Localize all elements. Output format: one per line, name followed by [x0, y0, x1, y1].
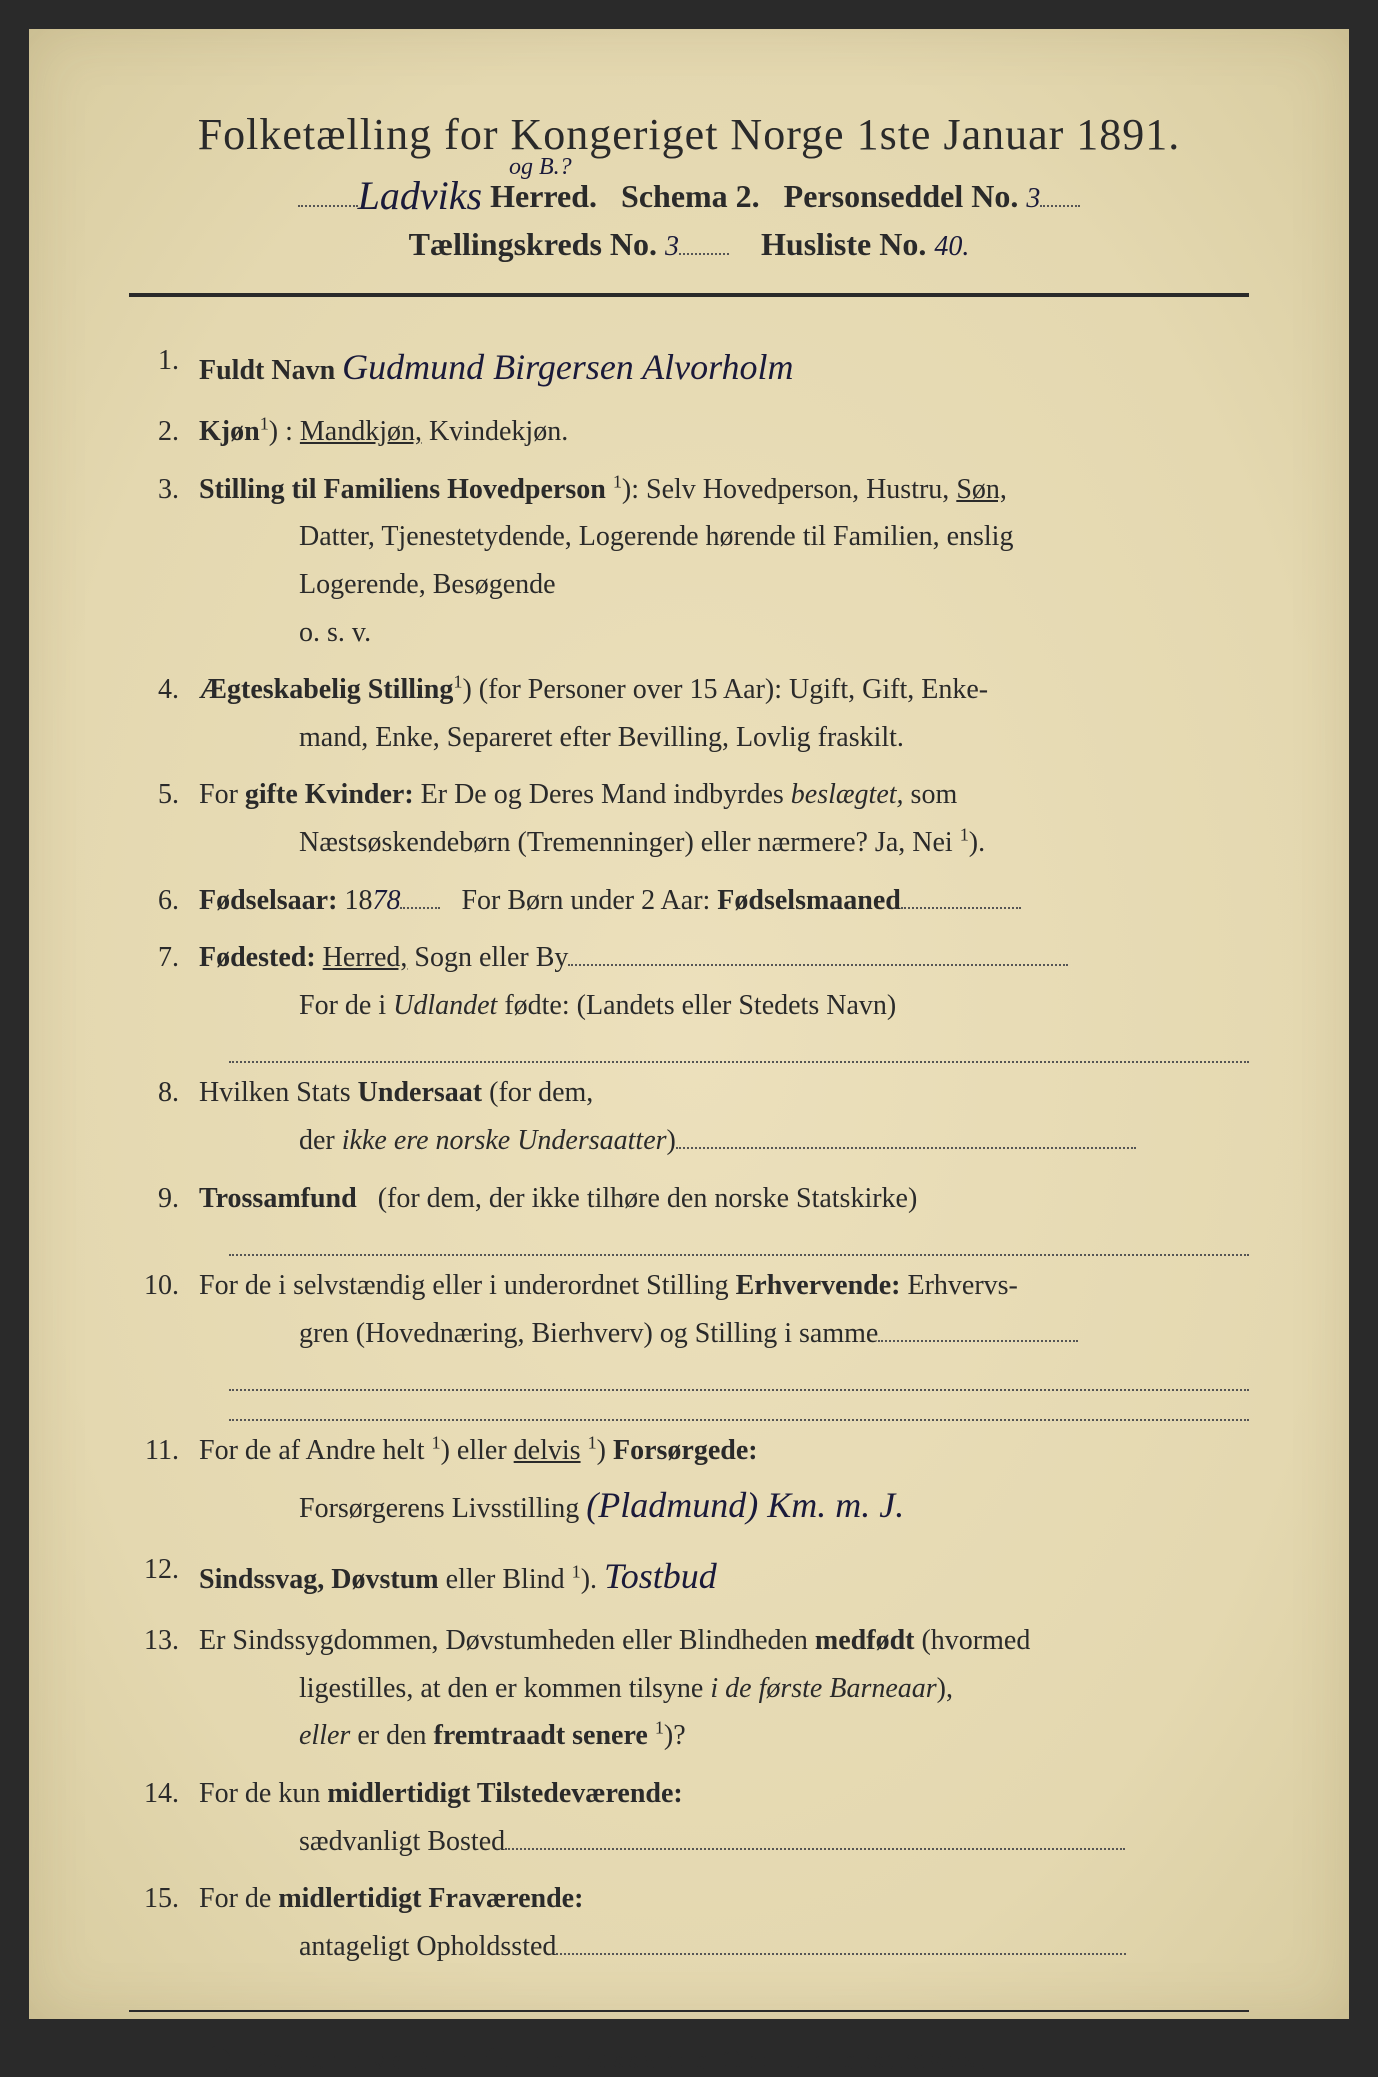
item-num: 13. [129, 1617, 199, 1760]
taellingskreds-label: Tællingskreds No. [409, 226, 657, 262]
underlined-mandkjon: Mandkjøn, [300, 416, 422, 447]
item-14: 14. For de kun midlertidigt Tilstedevære… [129, 1770, 1249, 1865]
item-content: Fuldt Navn Gudmund Birgersen Alvorholm [199, 337, 1249, 398]
item-num: 11. [129, 1427, 199, 1536]
herred-annotation: og B.? [509, 154, 572, 181]
husliste-label: Husliste No. [761, 226, 926, 262]
item-num: 5. [129, 771, 199, 866]
census-form-page: Folketælling for Kongeriget Norge 1ste J… [29, 29, 1349, 2019]
forsorger-handwritten: (Pladmund) Km. m. J. [586, 1485, 904, 1525]
header-line-2: Tællingskreds No. 3 Husliste No. 40. [129, 223, 1249, 263]
name-handwritten: Gudmund Birgersen Alvorholm [342, 347, 793, 387]
item-12: 12. Sindssvag, Døvstum eller Blind 1). T… [129, 1546, 1249, 1607]
item-content: Ægteskabelig Stilling1) (for Personer ov… [199, 666, 1249, 761]
item-1: 1. Fuldt Navn Gudmund Birgersen Alvorhol… [129, 337, 1249, 398]
item-5: 5. For gifte Kvinder: Er De og Deres Man… [129, 771, 1249, 866]
footer-divider [129, 2010, 1249, 2012]
item-content: Fødested: Herred, Sogn eller By For de i… [199, 934, 1249, 1029]
dotted-spacer [129, 1397, 1249, 1421]
herred-label: Herred. [490, 178, 597, 214]
item-num: 6. [129, 877, 199, 925]
item-num: 8. [129, 1069, 199, 1164]
item-3: 3. Stilling til Familiens Hovedperson 1)… [129, 466, 1249, 656]
item-4: 4. Ægteskabelig Stilling1) (for Personer… [129, 666, 1249, 761]
item-content: Trossamfund (for dem, der ikke tilhøre d… [199, 1175, 1249, 1223]
item-6: 6. Fødselsaar: 1878 For Børn under 2 Aar… [129, 877, 1249, 925]
item-num: 1. [129, 337, 199, 398]
header-line-1: og B.? Ladviks Herred. Schema 2. Persons… [129, 170, 1249, 217]
item-num: 4. [129, 666, 199, 761]
item-content: For de i selvstændig eller i underordnet… [199, 1262, 1249, 1357]
item-content: Er Sindssygdommen, Døvstumheden eller Bl… [199, 1617, 1249, 1760]
item-7: 7. Fødested: Herred, Sogn eller By For d… [129, 934, 1249, 1029]
item-11: 11. For de af Andre helt 1) eller delvis… [129, 1427, 1249, 1536]
dotted-spacer [129, 1367, 1249, 1391]
item12-handwritten: Tostbud [604, 1556, 717, 1596]
item-8: 8. Hvilken Stats Undersaat (for dem, der… [129, 1069, 1249, 1164]
dotted-spacer [129, 1232, 1249, 1256]
item-num: 2. [129, 408, 199, 456]
herred-handwritten: Ladviks [358, 172, 482, 219]
item-content: Sindssvag, Døvstum eller Blind 1). Tostb… [199, 1546, 1249, 1607]
taellingskreds-no: 3 [665, 231, 679, 262]
personseddel-label: Personseddel No. [784, 178, 1019, 214]
item-num: 10. [129, 1262, 199, 1357]
item-9: 9. Trossamfund (for dem, der ikke tilhør… [129, 1175, 1249, 1223]
item-content: Stilling til Familiens Hovedperson 1): S… [199, 466, 1249, 656]
item-num: 15. [129, 1875, 199, 1970]
item-2: 2. Kjøn1) : Mandkjøn, Kvindekjøn. [129, 408, 1249, 456]
item-content: For de af Andre helt 1) eller delvis 1) … [199, 1427, 1249, 1536]
item-10: 10. For de i selvstændig eller i underor… [129, 1262, 1249, 1357]
item-num: 12. [129, 1546, 199, 1607]
item-num: 7. [129, 934, 199, 1029]
schema-label: Schema 2. [621, 178, 760, 214]
item-num: 14. [129, 1770, 199, 1865]
item-content: Kjøn1) : Mandkjøn, Kvindekjøn. [199, 408, 1249, 456]
item-content: For de kun midlertidigt Tilstedeværende:… [199, 1770, 1249, 1865]
item-num: 3. [129, 466, 199, 656]
dotted-spacer [129, 1039, 1249, 1063]
item-content: Fødselsaar: 1878 For Børn under 2 Aar: F… [199, 877, 1249, 925]
item-15: 15. For de midlertidigt Fraværende: anta… [129, 1875, 1249, 1970]
item-content: For de midlertidigt Fraværende: antageli… [199, 1875, 1249, 1970]
item-num: 9. [129, 1175, 199, 1223]
page-title: Folketælling for Kongeriget Norge 1ste J… [129, 109, 1249, 160]
item-13: 13. Er Sindssygdommen, Døvstumheden elle… [129, 1617, 1249, 1760]
form-list: 1. Fuldt Navn Gudmund Birgersen Alvorhol… [129, 337, 1249, 1970]
item-content: Hvilken Stats Undersaat (for dem, der ik… [199, 1069, 1249, 1164]
header-divider [129, 293, 1249, 297]
husliste-no: 40. [934, 231, 969, 262]
personseddel-no: 3 [1026, 183, 1040, 214]
item-content: For gifte Kvinder: Er De og Deres Mand i… [199, 771, 1249, 866]
